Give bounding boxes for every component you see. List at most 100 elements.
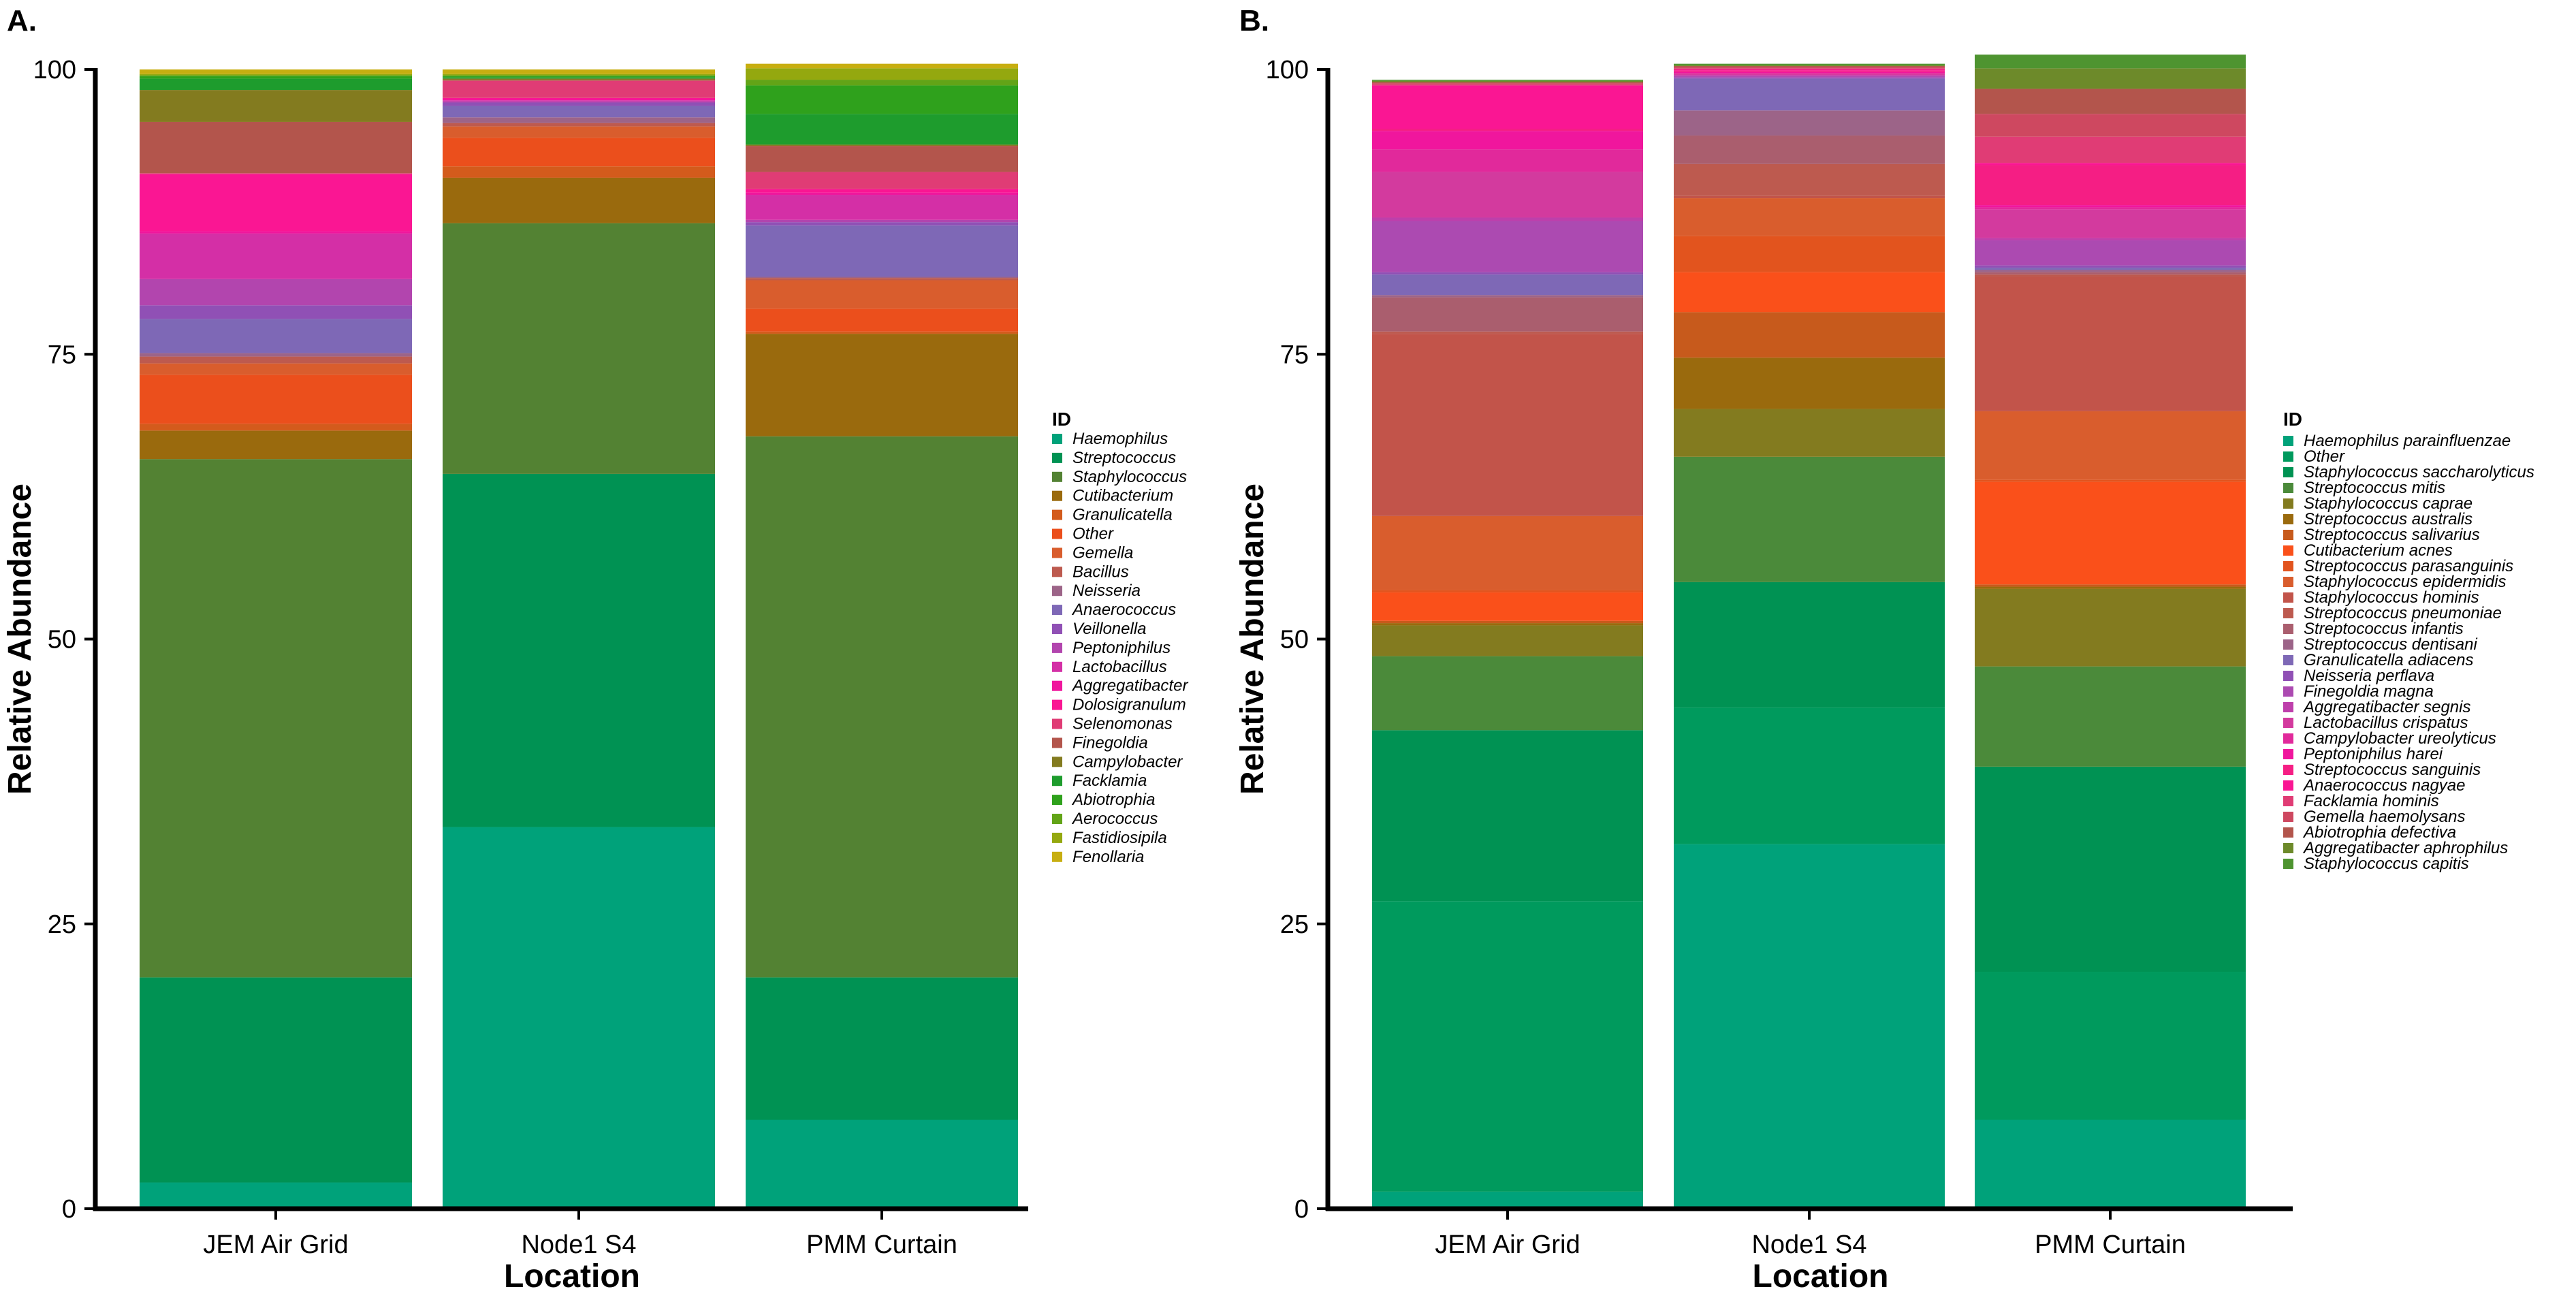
legend-label: Haemophilus (1072, 430, 1168, 448)
legend-item: Facklamia (1052, 772, 1147, 790)
legend-swatch (1052, 434, 1062, 444)
legend-item: Streptococcus mitis (2283, 479, 2445, 497)
bar-segment (443, 99, 715, 101)
legend-label: Bacillus (1072, 562, 1129, 581)
legend-item: Lactobacillus crispatus (2283, 714, 2468, 732)
legend-label: Staphylococcus saccharolyticus (2304, 463, 2534, 481)
bar-segment (1975, 586, 2246, 589)
bar-segment (1975, 270, 2246, 272)
legend-label: Selenomonas (1072, 715, 1173, 733)
bar-segment (1975, 268, 2246, 270)
legend-item: Granulicatella adiacens (2283, 651, 2473, 669)
bar-segment (1372, 901, 1643, 1192)
bar-segment (1674, 272, 1945, 313)
legend-label: Granulicatella adiacens (2304, 651, 2473, 669)
bar-segment (140, 319, 412, 353)
legend-label: Aggregatibacter (1071, 677, 1188, 695)
x-tick-label: PMM Curtain (2035, 1230, 2186, 1259)
bar-segment (1372, 656, 1643, 731)
bar-segment (140, 353, 412, 357)
bar-segment (1372, 172, 1643, 218)
bar-segment (1372, 297, 1643, 332)
bar-segment (1674, 582, 1945, 708)
y-tick-label: 0 (62, 1195, 76, 1224)
bar-segment (443, 123, 715, 127)
bar-segment (1674, 163, 1945, 196)
legend-swatch (1052, 624, 1062, 634)
legend-item: Staphylococcus (1052, 468, 1187, 486)
legend-label: Campylobacter ureolyticus (2304, 729, 2496, 748)
bar-segment (746, 222, 1018, 226)
bar-segment (746, 144, 1018, 146)
bar-segment (1674, 68, 1945, 69)
bar-segment (1975, 666, 2246, 767)
legend-swatch (1052, 814, 1062, 824)
bar-segment (746, 85, 1018, 114)
bar-segment (1372, 82, 1643, 84)
legend-label: Streptococcus australis (2304, 510, 2472, 528)
legend-swatch (2283, 671, 2293, 681)
legend-label: Fastidiosipila (1072, 829, 1167, 847)
bar-segment (1372, 149, 1643, 172)
bar-segment (443, 77, 715, 79)
legend-item: Peptoniphilus harei (2283, 745, 2443, 763)
bar-segment (1372, 272, 1643, 275)
legend-swatch (1052, 547, 1062, 558)
bar-stack-jem-air-grid (140, 69, 412, 1209)
legend-label: Gemella haemolysans (2304, 808, 2465, 826)
legend-item: Staphylococcus epidermidis (2283, 573, 2506, 591)
legend-item: Neisseria perflava (2283, 667, 2434, 685)
bar-segment (443, 80, 715, 81)
bar-segment (443, 69, 715, 74)
legend-item: Neisseria (1052, 582, 1141, 600)
bar-segment (1975, 114, 2246, 137)
bar-segment (1975, 972, 2246, 1120)
legend-swatch (2283, 624, 2293, 634)
bar-segment (1975, 272, 2246, 275)
bar-segment (140, 430, 412, 460)
legend-item: Haemophilus (1052, 430, 1168, 448)
legend-label: Cutibacterium (1072, 487, 1173, 505)
legend-swatch (2283, 608, 2293, 618)
bar-segment (443, 138, 715, 167)
legend-item: Aggregatibacter segnis (2283, 698, 2470, 716)
bar-segment (140, 78, 412, 91)
bar-segment (140, 305, 412, 319)
bar-segment (1674, 198, 1945, 236)
legend-label: Abiotrophia defectiva (2302, 823, 2456, 842)
legend-item: Selenomonas (1052, 715, 1173, 733)
bar-stack-pmm-curtain (746, 63, 1018, 1209)
bar-segment (1372, 274, 1643, 296)
bar-segment (1674, 70, 1945, 72)
y-tick-label: 75 (48, 340, 76, 369)
bar-segment (1372, 592, 1643, 621)
x-axis-title: Location (504, 1258, 640, 1295)
legend-swatch (2283, 843, 2293, 853)
legend-swatch (1052, 851, 1062, 862)
bar-segment (1674, 73, 1945, 74)
legend-item: Fenollaria (1052, 848, 1144, 866)
legend-label: Peptoniphilus harei (2304, 745, 2443, 763)
x-axis-title: Location (1753, 1258, 1889, 1295)
legend-label: Veillonella (1072, 620, 1147, 638)
bar-segment (1674, 456, 1945, 582)
bar-segment (746, 68, 1018, 80)
legend-swatch (1052, 718, 1062, 729)
legend-label: Streptococcus (1072, 449, 1176, 467)
bar-segment (140, 1182, 412, 1209)
y-tick-label: 25 (48, 910, 76, 939)
bar-segment (140, 76, 412, 79)
bar-segment (443, 473, 715, 827)
bar-segment (443, 166, 715, 178)
legend-label: Streptococcus infantis (2304, 620, 2464, 638)
legend-item: Staphylococcus caprae (2283, 494, 2472, 513)
legend-label: Campylobacter (1072, 752, 1183, 771)
bar-segment (1975, 766, 2246, 972)
legend-swatch (2283, 733, 2293, 744)
legend-item: Anaerococcus (1052, 601, 1176, 619)
bar-segment (443, 177, 715, 223)
bar-segment (1674, 136, 1945, 164)
bar-segment (1975, 411, 2246, 480)
bar-segment (1975, 588, 2246, 667)
